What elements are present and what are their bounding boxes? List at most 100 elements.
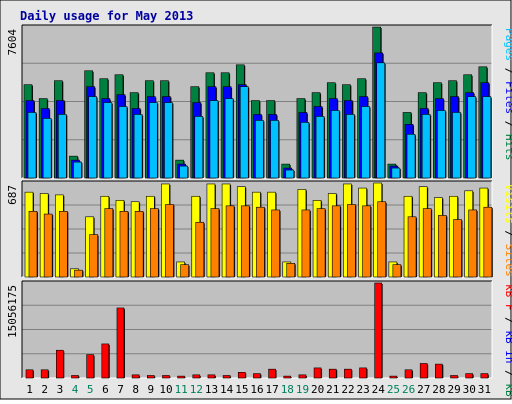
- bar-sites: [468, 209, 477, 278]
- bar-pages: [421, 114, 431, 179]
- bar-sites: [149, 208, 159, 278]
- bar-kbf: [344, 368, 352, 379]
- x-tick-label: 26: [402, 383, 415, 396]
- x-tick-label: 14: [220, 383, 234, 396]
- bar-pages: [255, 120, 264, 179]
- bar-sites: [483, 206, 493, 278]
- bar-pages: [103, 102, 113, 179]
- bar-sites: [134, 211, 144, 278]
- bar-pages: [164, 102, 173, 179]
- bar-kbf: [86, 354, 94, 379]
- legend-entry: kB In: [503, 330, 512, 363]
- bar-sites: [316, 208, 326, 278]
- legend-entry: Pages: [503, 28, 512, 61]
- x-tick-label: 10: [159, 383, 172, 396]
- bar-pages: [346, 114, 355, 179]
- x-tick-label: 4: [72, 383, 79, 396]
- legend-entry: /: [503, 311, 512, 331]
- bar-pages: [330, 110, 340, 179]
- x-tick-label: 30: [463, 383, 476, 396]
- chart-title: Daily usage for May 2013: [20, 9, 193, 23]
- bar-pages: [406, 134, 416, 179]
- bar-sites: [362, 205, 371, 278]
- bar-kbf: [116, 307, 125, 379]
- x-tick-label: 2: [41, 383, 48, 396]
- bar-kbf: [222, 375, 231, 379]
- bar-sites: [43, 213, 53, 278]
- bar-pages: [285, 169, 295, 179]
- panel-kbytes: 15056175 kB F / kB In / kB Out: [6, 280, 512, 404]
- bar-sites: [407, 216, 417, 278]
- bar-pages: [376, 62, 386, 179]
- x-tick-label: 21: [326, 383, 339, 396]
- bar-sites: [453, 219, 462, 278]
- bar-kbf: [146, 375, 155, 379]
- bar-kbf: [131, 374, 140, 379]
- x-tick-label: 28: [432, 383, 445, 396]
- x-tick-label: 24: [372, 383, 386, 396]
- bar-sites: [271, 209, 280, 278]
- bar-pages: [73, 161, 82, 179]
- x-tick-label: 20: [311, 383, 324, 396]
- legend-text: Pages / Files / Hits: [503, 28, 512, 161]
- bar-pages: [133, 114, 143, 179]
- y-max-label: 687: [6, 185, 19, 205]
- bar-sites: [301, 209, 311, 278]
- bar-pages: [224, 98, 234, 179]
- bar-kbf: [374, 282, 383, 379]
- legend-entry: Files: [503, 81, 512, 114]
- bar-sites: [104, 208, 114, 278]
- bar-kbf: [328, 368, 337, 379]
- bar-kbf: [101, 343, 110, 379]
- bar-sites: [286, 263, 296, 278]
- bar-kbf: [298, 374, 307, 379]
- legend-entry: /: [503, 61, 512, 81]
- bar-sites: [119, 211, 129, 278]
- bar-sites: [195, 221, 205, 278]
- panel-visits-sites: 687 Visits / Sites: [6, 180, 512, 278]
- bar-kbf: [313, 367, 322, 379]
- x-tick-label: 6: [102, 383, 109, 396]
- x-tick-label: 18: [281, 383, 294, 396]
- bar-kbf: [56, 349, 64, 379]
- bar-kbf: [237, 372, 246, 379]
- legend-entry: /: [503, 364, 512, 384]
- bar-sites: [59, 211, 68, 278]
- bar-pages: [88, 96, 97, 179]
- bar-sites: [210, 208, 220, 278]
- bar-pages: [209, 100, 219, 179]
- bar-kbf: [465, 373, 473, 379]
- bar-kbf: [389, 375, 398, 379]
- x-axis-labels: 1 2 3 4 5 6 7 8 9 10 11 12 13 14 15 16 17 18 19 20 21 22 23 24 2…: [26, 383, 491, 396]
- bar-sites: [331, 205, 341, 278]
- bar-pages: [148, 102, 158, 179]
- bar-kbf: [40, 369, 49, 379]
- bar-sites: [422, 208, 432, 278]
- x-tick-label: 5: [87, 383, 94, 396]
- bar-kbf: [480, 373, 489, 379]
- bar-sites: [377, 201, 387, 278]
- x-tick-label: 31: [478, 383, 491, 396]
- x-tick-label: 7: [117, 383, 124, 396]
- bar-pages: [361, 106, 370, 179]
- y-max-label: 15056175: [6, 285, 19, 338]
- legend-entry: Sites: [503, 244, 512, 277]
- x-tick-label: 19: [296, 383, 309, 396]
- x-tick-label: 29: [447, 383, 460, 396]
- bar-pages: [58, 114, 67, 179]
- bar-kbf: [162, 375, 170, 379]
- x-tick-label: 9: [148, 383, 155, 396]
- x-tick-label: 13: [205, 383, 218, 396]
- bar-sites: [74, 269, 83, 278]
- bar-kbf: [192, 374, 201, 379]
- legend-text: kB F / kB In / kB Out: [503, 284, 512, 400]
- x-tick-label: 11: [175, 383, 188, 396]
- bar-kbf: [359, 367, 367, 379]
- bar-kbf: [435, 363, 443, 379]
- bar-sites: [347, 204, 356, 278]
- bar-pages: [179, 165, 188, 179]
- x-tick-label: 27: [417, 383, 430, 396]
- x-tick-label: 25: [387, 383, 400, 396]
